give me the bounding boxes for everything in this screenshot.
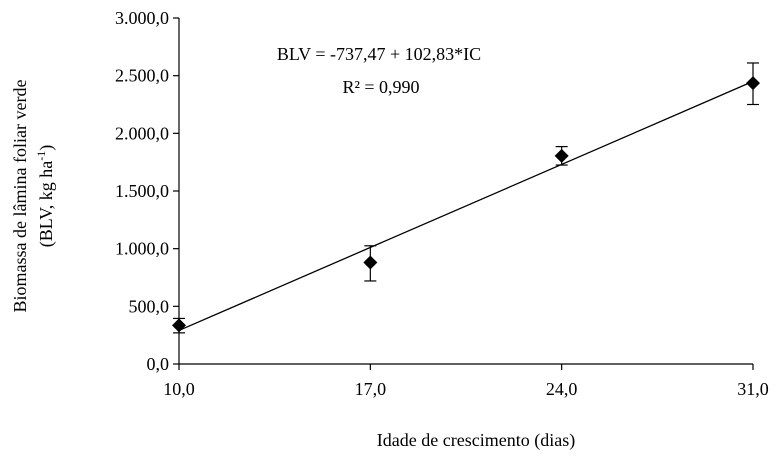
y-axis-title-closing: ) bbox=[36, 145, 57, 151]
y-tick-label: 2.000,0 bbox=[115, 123, 169, 143]
x-axis-title: Idade de crescimento (dias) bbox=[377, 430, 575, 451]
trendline bbox=[178, 80, 754, 332]
y-tick-label: 1.000,0 bbox=[115, 239, 169, 259]
data-point bbox=[554, 148, 569, 163]
y-axis-title-line2: (BLV, kg ha-1) bbox=[34, 145, 57, 248]
y-tick-label: 1.500,0 bbox=[115, 181, 169, 201]
y-axis-title-unit: (BLV, kg ha bbox=[36, 161, 57, 248]
error-bars bbox=[173, 62, 759, 334]
x-tick-label: 31,0 bbox=[737, 379, 769, 399]
trendline-line bbox=[178, 80, 754, 332]
y-axis-title: Biomassa de lâmina foliar verde (BLV, kg… bbox=[10, 80, 57, 313]
data-point bbox=[172, 318, 186, 333]
x-tick-label: 24,0 bbox=[546, 379, 578, 399]
x-tick-label: 10,0 bbox=[163, 379, 195, 399]
data-point bbox=[363, 255, 378, 270]
data-markers bbox=[172, 76, 760, 333]
x-axis: 10,0 17,0 24,0 31,0 bbox=[163, 363, 769, 399]
y-tick-label: 3.000,0 bbox=[115, 8, 169, 28]
y-axis-title-exponent: -1 bbox=[34, 151, 48, 161]
y-tick-label: 2.500,0 bbox=[115, 66, 169, 86]
y-tick-label: 0,0 bbox=[147, 354, 170, 374]
x-tick-label: 17,0 bbox=[355, 379, 387, 399]
trendline-equation: BLV = -737,47 + 102,83*IC bbox=[277, 44, 481, 64]
r-squared-label: R² = 0,990 bbox=[342, 77, 419, 97]
y-axis: 0,0 500,0 1.000,0 1.500,0 2.000,0 2.500,0 3.00… bbox=[115, 8, 180, 374]
data-point bbox=[746, 76, 760, 91]
y-tick-label: 500,0 bbox=[129, 296, 170, 316]
y-axis-title-line1: Biomassa de lâmina foliar verde bbox=[10, 80, 30, 313]
